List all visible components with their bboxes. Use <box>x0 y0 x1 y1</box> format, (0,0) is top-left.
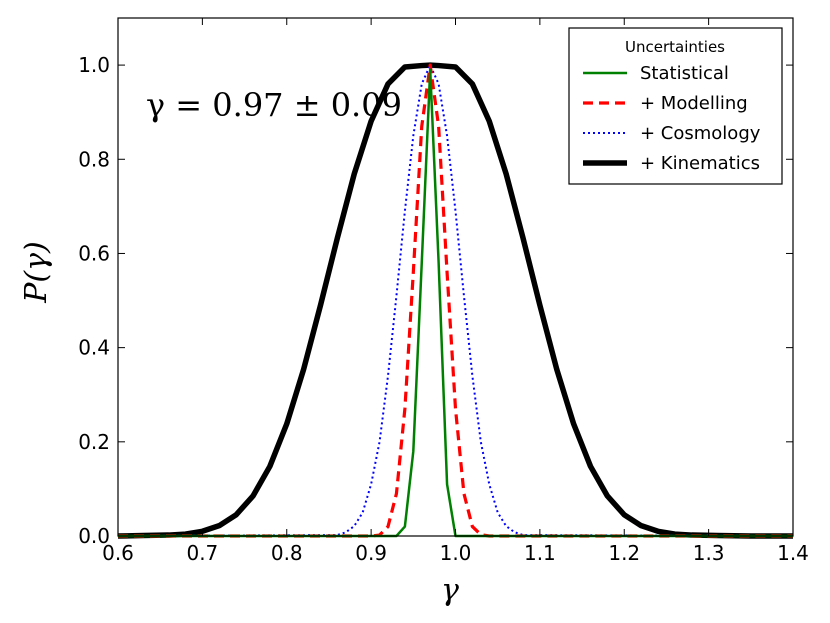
x-axis-label: γ <box>441 573 459 608</box>
legend: Uncertainties Statistical + Modelling + Co… <box>568 27 783 185</box>
x-tick-label: 0.8 <box>271 541 303 565</box>
annotation-gamma-value: γ = 0.97 ± 0.09 <box>146 86 402 124</box>
ticks-layer: 0.6 0.7 0.8 0.9 1.0 1.1 1.2 1.3 1.4 0.0 0.2 0.4 0.6 0… <box>78 18 809 565</box>
x-tick-label: 1.4 <box>777 541 809 565</box>
x-tick-label: 0.6 <box>102 541 134 565</box>
series-line-modelling <box>118 63 793 538</box>
legend-title: Uncertainties <box>625 38 725 56</box>
legend-label: + Modelling <box>640 93 748 114</box>
series-line-statistical <box>118 68 793 538</box>
x-tick-label: 0.9 <box>355 541 387 565</box>
legend-label: Statistical <box>640 63 729 84</box>
x-tick-label: 1.0 <box>440 541 472 565</box>
y-tick-label: 0.8 <box>78 147 110 171</box>
legend-label: + Cosmology <box>640 123 761 144</box>
series-line-kinematics <box>117 62 793 539</box>
legend-box <box>568 27 783 185</box>
y-tick-label: 0.4 <box>78 336 110 360</box>
x-tick-label: 1.1 <box>524 541 556 565</box>
y-tick-label: 1.0 <box>78 53 110 77</box>
y-tick-label: 0.2 <box>78 430 110 454</box>
y-tick-label: 0.0 <box>78 524 110 548</box>
legend-label: + Kinematics <box>640 153 760 174</box>
series-layer <box>117 62 794 539</box>
x-tick-label: 1.2 <box>608 541 640 565</box>
x-tick-label: 1.3 <box>693 541 725 565</box>
y-tick-label: 0.6 <box>78 241 110 265</box>
x-tick-label: 0.7 <box>186 541 218 565</box>
y-axis-label: P(γ) <box>19 241 54 304</box>
